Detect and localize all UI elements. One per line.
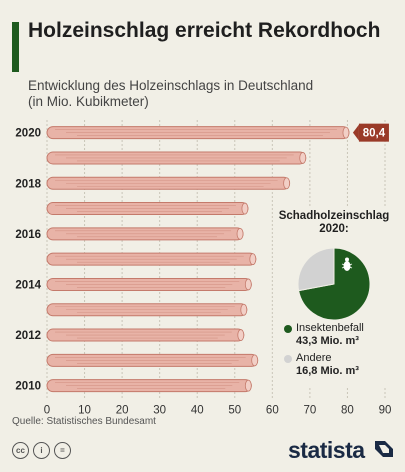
x-tick-label: 60 (266, 404, 279, 416)
y-tick-label: 2018 (15, 178, 41, 190)
x-tick-label: 30 (153, 404, 166, 416)
legend-name-insekten: Insektenbefall (296, 322, 364, 334)
pie-title: Schadholzeinschlag 2020: (278, 210, 390, 235)
x-tick-label: 40 (191, 404, 204, 416)
beetle-icon (341, 257, 353, 271)
source-note: Quelle: Statistisches Bundesamt (12, 416, 156, 427)
bar-end-cap (244, 278, 252, 291)
bar-end-cap (249, 253, 257, 266)
y-tick-label: 2020 (15, 128, 41, 140)
legend-name-andere: Andere (296, 352, 332, 364)
x-tick-label: 10 (78, 404, 91, 416)
bar-end-cap (244, 379, 252, 392)
bar-end-cap (240, 303, 248, 316)
bar-end-cap (342, 126, 350, 139)
x-tick-label: 90 (379, 404, 392, 416)
legend-insekten: Insektenbefall 43,3 Mio. m³ (284, 322, 364, 348)
legend-dot-andere (284, 355, 292, 363)
attribution-icon[interactable]: i (33, 442, 50, 459)
y-tick-label: 2016 (15, 229, 41, 241)
subtitle-line-2: (in Mio. Kubikmeter) (28, 94, 149, 109)
callout-box (358, 123, 389, 142)
pie-slice-andere (297, 247, 335, 292)
pie-inset: Schadholzeinschlag 2020: Insektenbefall … (278, 206, 390, 386)
y-tick-label: 2010 (15, 381, 41, 393)
license-icons: cc i = (12, 442, 71, 459)
no-derivatives-icon[interactable]: = (54, 442, 71, 459)
callout-arrow (352, 124, 359, 141)
x-tick-label: 50 (228, 404, 241, 416)
data-label: 80,4 (363, 128, 386, 140)
bar-end-cap (236, 227, 244, 240)
bar-end-cap (283, 177, 291, 190)
cc-icon[interactable]: cc (12, 442, 29, 459)
legend-value-andere: 16,8 Mio. m³ (296, 365, 359, 377)
subtitle-line-1: Entwicklung des Holzeinschlags in Deutsc… (28, 78, 314, 93)
statista-logo[interactable]: statista (288, 437, 365, 463)
accent-bar (12, 22, 19, 72)
x-tick-label: 0 (44, 404, 50, 416)
legend-dot-insekten (284, 325, 292, 333)
pie-chart (297, 247, 371, 321)
bar-end-cap (237, 329, 245, 341)
x-tick-label: 20 (116, 404, 129, 416)
bar-end-cap (299, 152, 307, 164)
legend-value-insekten: 43,3 Mio. m³ (296, 335, 359, 347)
x-tick-label: 70 (303, 404, 316, 416)
bar-end-cap (251, 354, 259, 367)
statista-logo-mark-icon (375, 441, 393, 457)
page-title: Holzeinschlag erreicht Rekordhoch (28, 19, 381, 42)
y-tick-label: 2012 (15, 330, 41, 342)
page-subtitle: Entwicklung des Holzeinschlags in Deutsc… (28, 78, 398, 110)
bar-end-cap (241, 202, 249, 215)
legend-andere: Andere 16,8 Mio. m³ (284, 352, 359, 378)
x-tick-label: 80 (341, 404, 354, 416)
y-tick-label: 2014 (15, 279, 41, 291)
